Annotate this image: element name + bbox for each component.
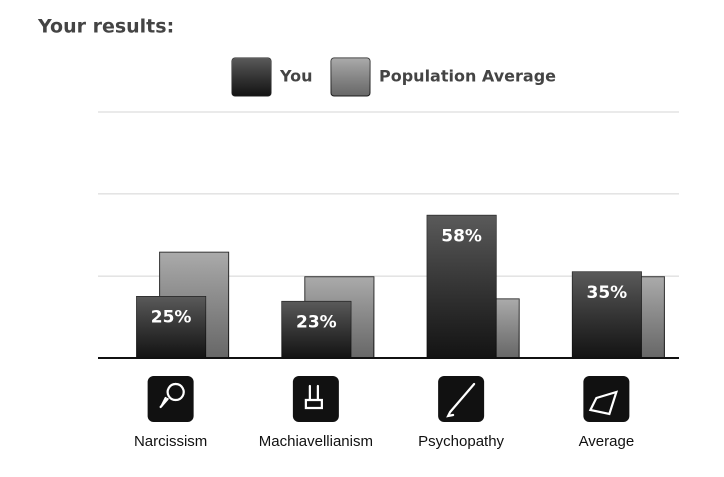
chart-title: Your results: — [37, 16, 174, 38]
legend-swatch-shine — [331, 58, 370, 96]
category-icon — [583, 376, 630, 422]
value-label: 25% — [151, 308, 192, 328]
x-tick-label: Machiavellianism — [259, 433, 373, 450]
bar-shine — [427, 215, 497, 358]
bar-shine — [572, 271, 642, 358]
category-icon-glyph — [159, 382, 185, 409]
legend-label: You — [279, 67, 313, 86]
legend: You Population Average — [231, 57, 556, 97]
category-icon-glyph — [304, 384, 323, 410]
grid — [98, 111, 679, 277]
category-icon-glyph — [588, 390, 619, 416]
bar-shine — [281, 301, 351, 358]
value-label: 35% — [587, 283, 628, 303]
category-icon-glyph — [446, 382, 476, 418]
x-tick-label: Average — [579, 433, 635, 450]
categories: Narcissism Machiavellianism Psychopathy Ave… — [134, 376, 634, 450]
x-tick-label: Narcissism — [134, 433, 207, 450]
legend-swatch-shine — [232, 58, 271, 96]
x-tick-label: Psychopathy — [418, 433, 504, 450]
value-label: 23% — [296, 312, 337, 332]
bars: 25% 23% 58% 35% — [98, 214, 679, 359]
bar-shine — [136, 296, 206, 358]
value-label: 58% — [441, 226, 482, 246]
legend-label: Population Average — [379, 67, 556, 86]
